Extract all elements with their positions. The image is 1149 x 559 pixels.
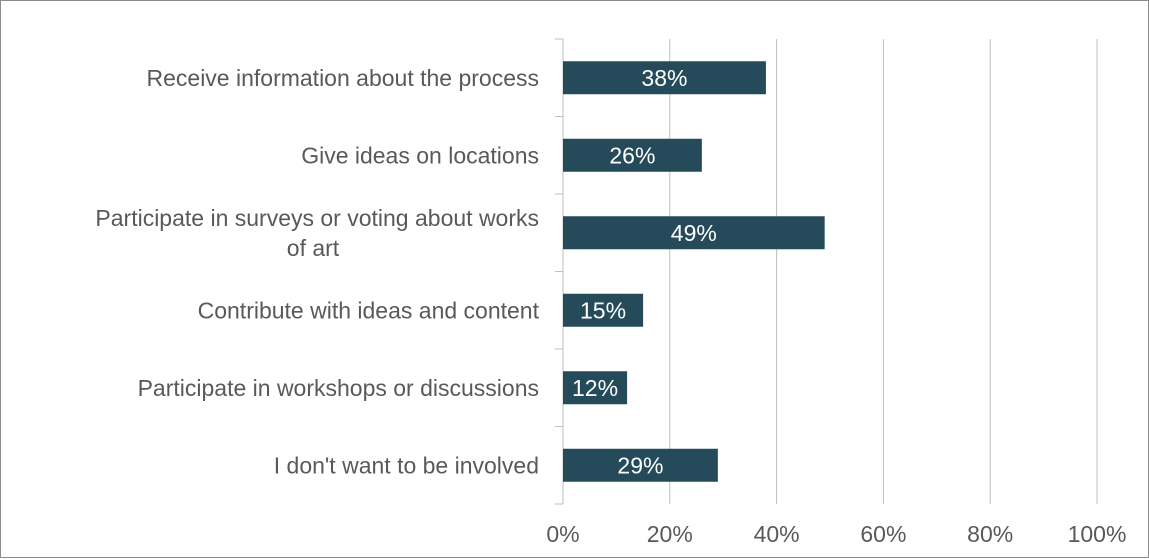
category-label: Contribute with ideas and content xyxy=(198,297,540,323)
category-label: Participate in workshops or discussions xyxy=(138,375,539,401)
bar xyxy=(563,371,628,405)
data-label: 12% xyxy=(572,375,618,401)
data-label: 49% xyxy=(671,220,717,246)
category-label: I don't want to be involved xyxy=(274,452,539,478)
x-tick-label: 80% xyxy=(967,521,1013,547)
data-label: 38% xyxy=(641,65,687,91)
bar xyxy=(563,216,825,250)
bar xyxy=(563,138,702,172)
category-label: Receive information about the process xyxy=(147,65,540,91)
bar xyxy=(563,61,766,95)
category-label: Give ideas on locations xyxy=(301,142,539,168)
x-tick-label: 40% xyxy=(754,521,800,547)
data-label: 26% xyxy=(609,142,655,168)
bar xyxy=(563,293,644,327)
x-tick-label: 60% xyxy=(860,521,906,547)
category-axis xyxy=(555,38,564,505)
category-label: Participate in surveys or voting about w… xyxy=(95,205,539,261)
category-labels: Receive information about the process Giv… xyxy=(95,65,539,479)
gridlines xyxy=(562,39,1098,504)
bars: 38% 26% 49% 15% 12% 29% xyxy=(563,61,825,482)
data-label: 29% xyxy=(617,452,663,478)
x-tick-label: 0% xyxy=(546,521,579,547)
x-tick-labels: 0% 20% 40% 60% 80% 100% xyxy=(546,521,1126,547)
x-tick-label: 20% xyxy=(647,521,693,547)
bar xyxy=(563,448,718,482)
x-tick-label: 100% xyxy=(1068,521,1127,547)
data-label: 15% xyxy=(580,297,626,323)
